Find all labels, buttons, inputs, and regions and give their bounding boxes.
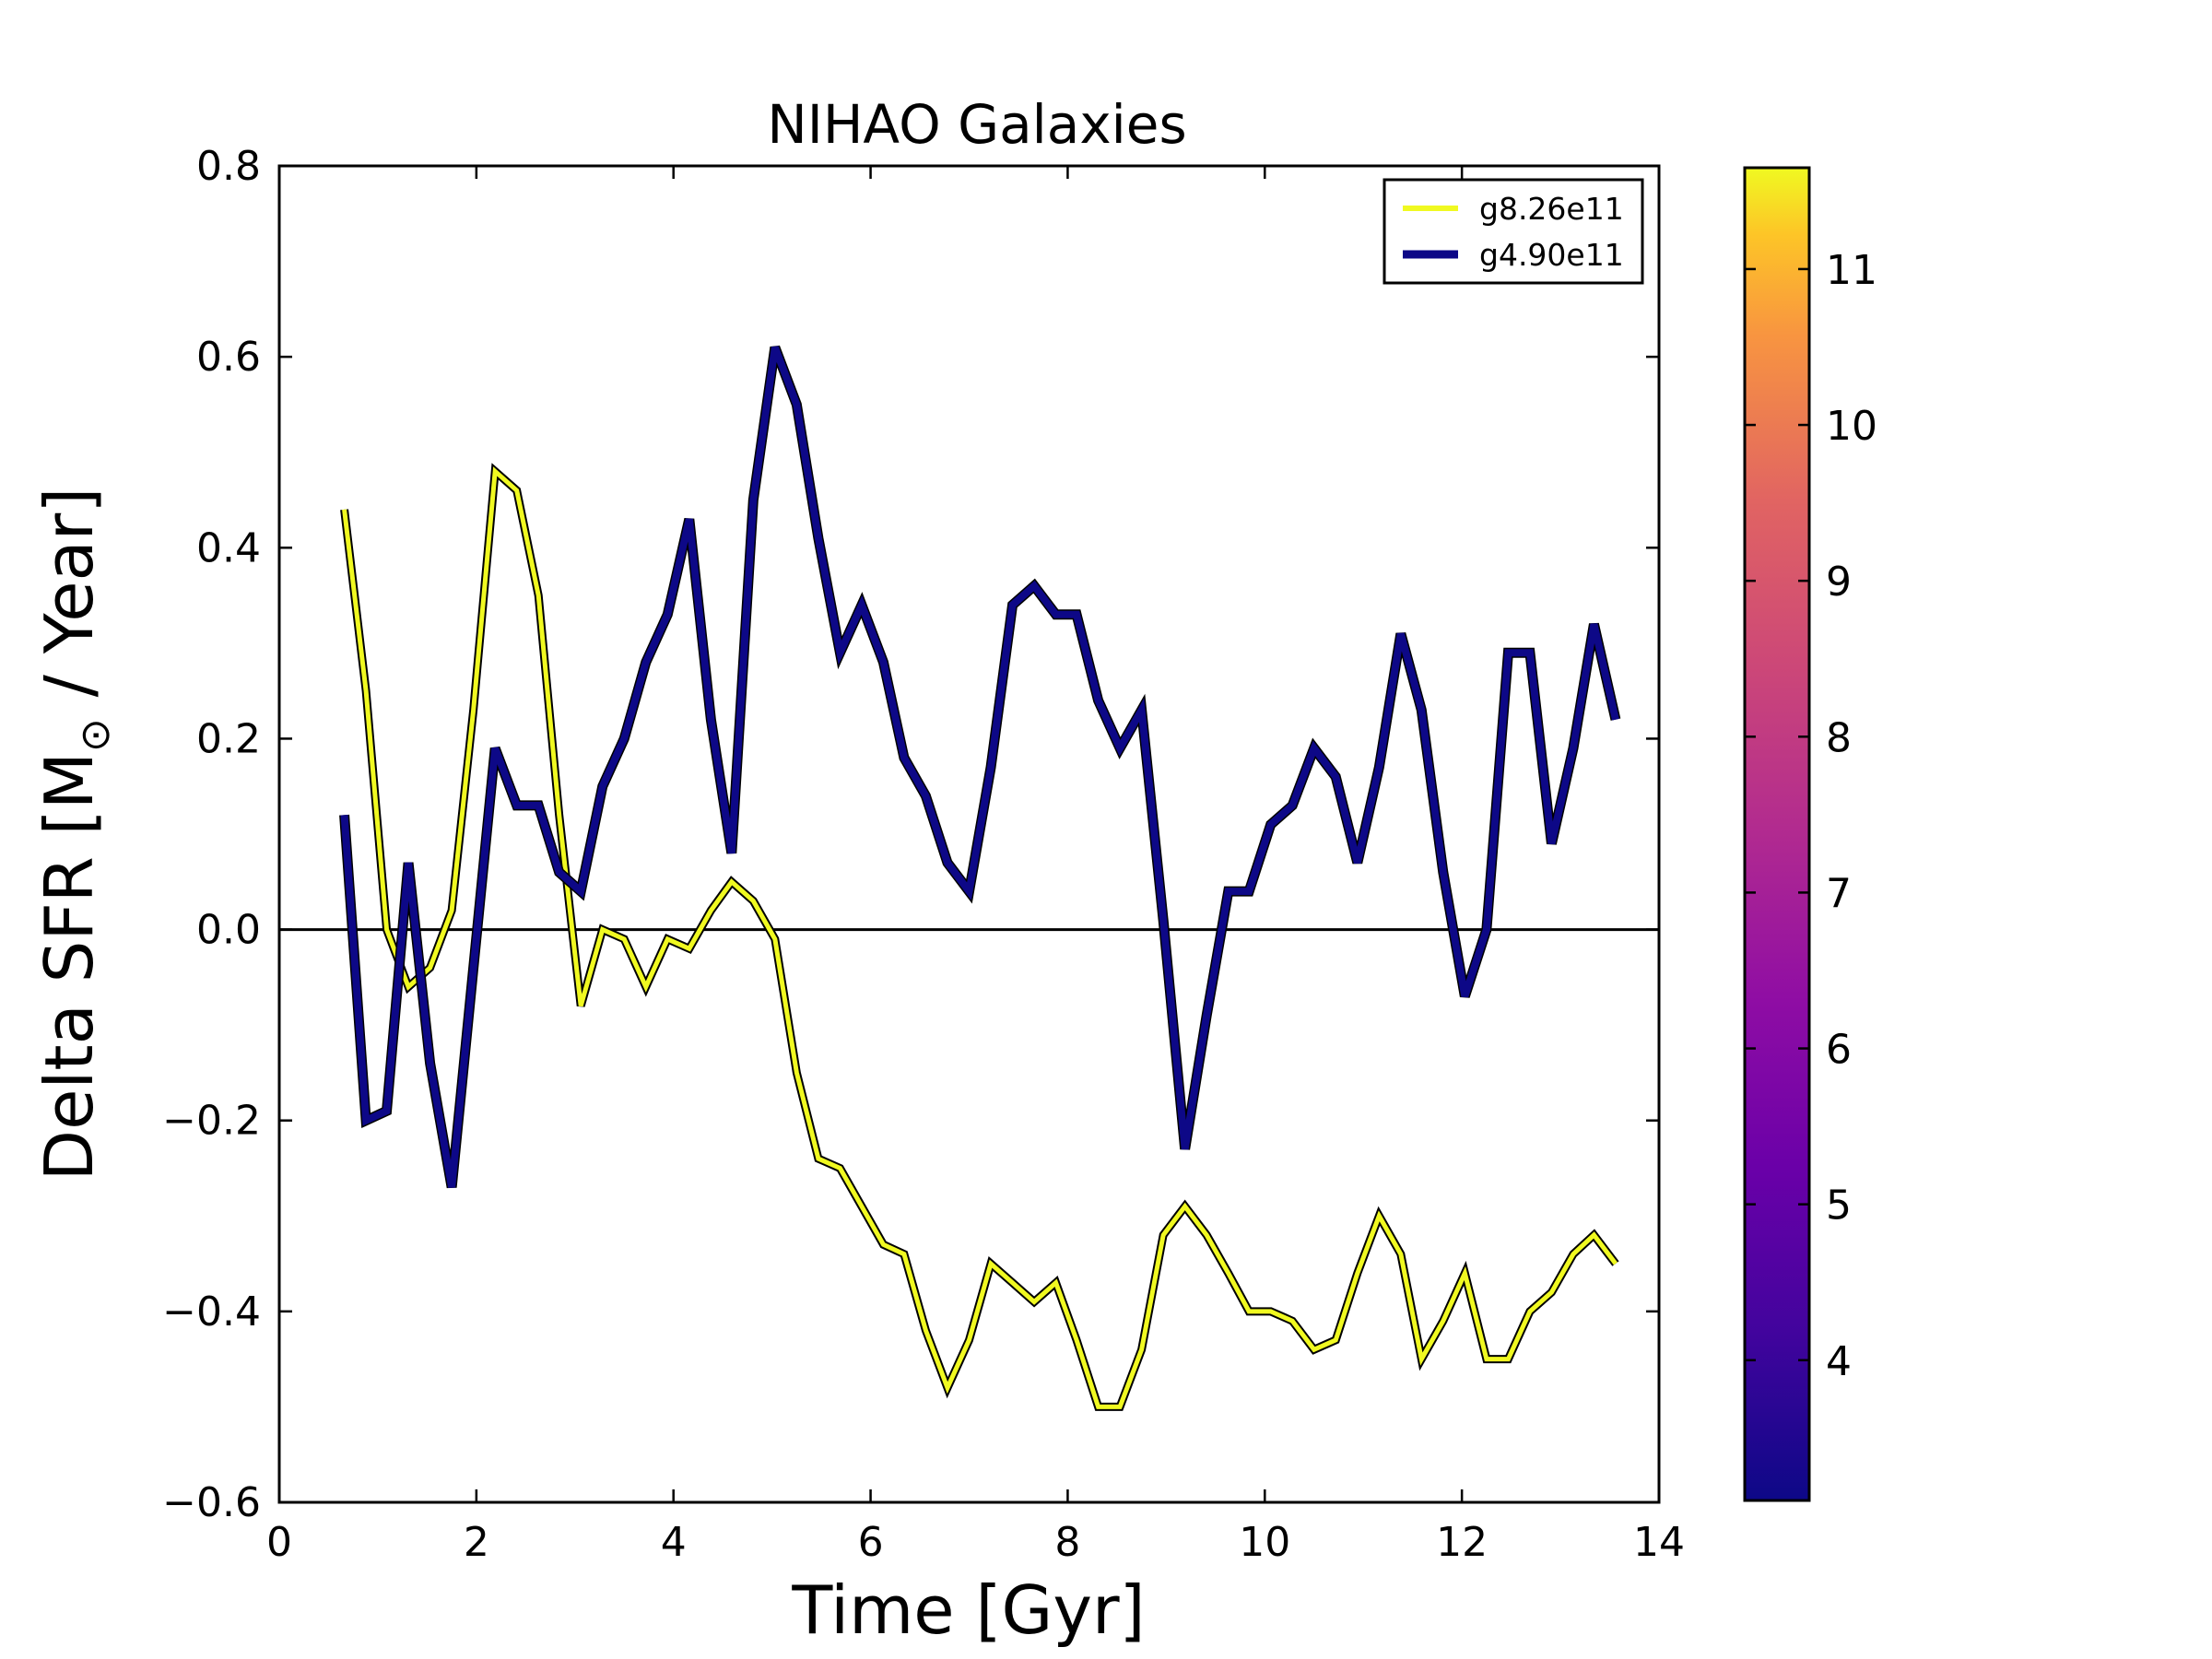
y-tick-label: −0.2 (162, 1098, 261, 1145)
colorbar (1743, 166, 1811, 1502)
sun-symbol: ⊙ (72, 718, 119, 752)
y-tick-label: 0.4 (196, 524, 261, 571)
x-tick-label: 12 (1436, 1519, 1488, 1566)
y-axis-label-prefix: Delta SFR [M (30, 752, 108, 1181)
y-tick-label: 0.6 (196, 334, 261, 381)
series-line-g4-90e11 (340, 346, 1619, 1188)
y-tick-label: 0.0 (196, 907, 261, 954)
plot-area (277, 164, 1661, 1504)
series-line-g8-26e11 (342, 466, 1618, 1409)
y-axis-label: Delta SFR [M⊙ / Year] (30, 488, 119, 1182)
colorbar-tick-label: 9 (1826, 559, 1852, 606)
colorbar-tick-label: 8 (1826, 714, 1852, 761)
colorbar-tick-label: 6 (1826, 1027, 1852, 1074)
colorbar-tick-label: 7 (1826, 870, 1852, 917)
y-tick-label: 0.8 (196, 143, 261, 190)
x-tick-label: 8 (1054, 1519, 1080, 1566)
x-tick-label: 6 (858, 1519, 884, 1566)
colorbar-tick-label: 4 (1826, 1338, 1852, 1385)
legend: g8.26e11 g4.90e11 (1382, 178, 1644, 285)
y-tick-label: −0.4 (162, 1288, 261, 1335)
colorbar-tick-label: 11 (1826, 247, 1877, 294)
x-tick-label: 0 (266, 1519, 292, 1566)
x-tick-label: 14 (1633, 1519, 1685, 1566)
legend-label-g8-26e11: g8.26e11 (1479, 191, 1624, 227)
x-tick-label: 4 (661, 1519, 687, 1566)
legend-box (1382, 178, 1644, 285)
y-tick-label: 0.2 (196, 715, 261, 762)
x-tick-label: 2 (464, 1519, 489, 1566)
legend-label-g4-90e11: g4.90e11 (1479, 237, 1624, 273)
colorbar-tick-label: 5 (1826, 1182, 1852, 1230)
chart-title: NIHAO Galaxies (767, 93, 1186, 156)
x-tick-label: 10 (1239, 1519, 1290, 1566)
y-axis-label-suffix: / Year] (30, 488, 108, 719)
colorbar-tick-label: 10 (1826, 403, 1877, 450)
x-axis-label: Time [Gyr] (791, 1571, 1145, 1649)
y-tick-label: −0.6 (162, 1479, 261, 1526)
